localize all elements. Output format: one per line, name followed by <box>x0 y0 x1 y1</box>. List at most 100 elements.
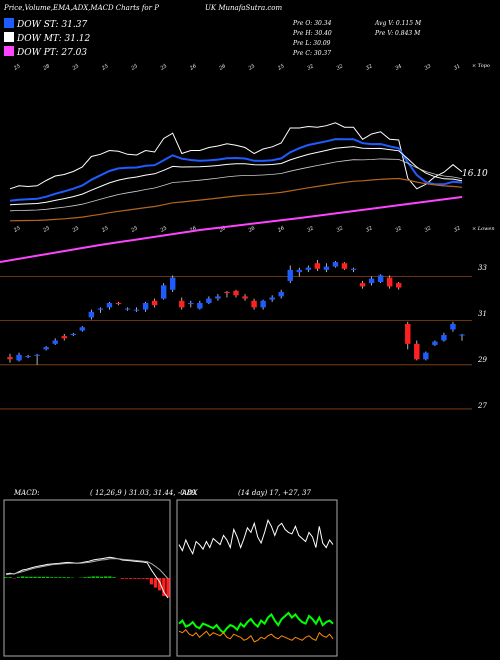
candle-body <box>25 355 31 357</box>
macd-label: MACD: <box>13 489 40 497</box>
candle-body <box>124 308 131 310</box>
volume-caption-bottom: × Lowen <box>472 226 495 232</box>
candle-body <box>287 269 293 281</box>
volume-label: 26 <box>217 63 227 72</box>
candle-body <box>305 267 312 270</box>
candle-body <box>197 302 203 309</box>
legend-mt-label: DOW MT: 31.12 <box>16 34 91 44</box>
quote-close: Pre C: 30.37 <box>292 50 331 57</box>
legend: DOW ST: 31.37 DOW MT: 31.12 DOW PT: 27.0… <box>4 18 91 58</box>
legend-swatch-pt <box>4 46 14 56</box>
volume-label: 26 <box>217 225 227 234</box>
ema-lines <box>0 122 463 263</box>
volume-label: 32 <box>365 63 374 71</box>
candle-body <box>52 340 58 344</box>
volume-label: 26 <box>188 63 198 72</box>
candle-body <box>296 269 302 273</box>
candle-body <box>215 296 221 299</box>
ema-brown-line <box>9 177 463 222</box>
price-axis-label: 29 <box>477 356 487 364</box>
candle-body <box>7 357 13 360</box>
volume-label: 26 <box>188 225 198 234</box>
volume-label: 25 <box>100 63 109 72</box>
macd-panel <box>3 499 171 657</box>
candle-body <box>34 354 40 356</box>
candle-body <box>133 309 140 311</box>
candle-body <box>106 302 113 308</box>
volume-label: 32 <box>306 63 315 71</box>
candle-body <box>350 268 357 270</box>
candle-body <box>188 302 194 305</box>
volume-label: 32 <box>453 225 462 233</box>
candle-body <box>405 323 411 344</box>
volume-label: 25 <box>41 225 50 234</box>
volume-label: 31 <box>453 63 462 71</box>
volume-label: 33 <box>424 63 433 71</box>
volume-label: 25 <box>100 225 109 234</box>
candle-body <box>160 285 167 299</box>
candle-body <box>359 283 366 287</box>
legend-swatch-st <box>4 18 14 28</box>
adx-series-line <box>178 628 334 643</box>
volume-label: 26 <box>247 225 257 234</box>
ema-short-line <box>9 138 463 202</box>
quote-box: Pre O: 30.34 Pre H: 30.40 Pre L: 30.09 P… <box>292 20 422 57</box>
candle-body <box>414 343 420 360</box>
price-axis-label: 31 <box>478 310 487 318</box>
quote-avg-volume: Avg V: 0.115 M <box>374 20 422 27</box>
candle-body <box>61 336 67 339</box>
candle-body <box>142 302 149 310</box>
macd-plot <box>4 556 170 599</box>
volume-label: 26 <box>276 225 286 234</box>
candle-body <box>314 263 321 269</box>
price-axis-label: 33 <box>478 264 487 272</box>
volume-label: 25 <box>247 63 256 72</box>
candle-body <box>269 297 275 300</box>
candle-body <box>170 277 176 290</box>
legend-swatch-mt <box>4 32 14 42</box>
candle-body <box>115 302 122 305</box>
volume-label: 25 <box>12 63 21 72</box>
adx-plot <box>178 518 334 643</box>
adx-series-line <box>178 518 334 556</box>
volume-label: 32 <box>424 225 433 233</box>
volume-label: 32 <box>365 225 374 233</box>
candle-body <box>260 300 266 308</box>
candle-body <box>423 352 429 360</box>
ema-long-line <box>0 196 463 263</box>
candle-body <box>432 341 438 345</box>
candle-body <box>278 291 284 297</box>
volume-labels-top: 25 28 25 25 25 25 26 26 25 25 32 32 32 34 33 31 <box>12 63 461 72</box>
volume-label: 34 <box>394 63 403 71</box>
volume-label: 32 <box>336 225 345 233</box>
volume-label: 25 <box>71 225 80 234</box>
price-axis-label: 27 <box>477 402 487 410</box>
candle-body <box>16 354 22 361</box>
candle-body <box>206 298 212 303</box>
quote-pre-volume: Pre V: 0.843 M <box>374 30 421 37</box>
adx-panel <box>176 499 338 657</box>
candle-body <box>377 275 384 283</box>
candle-body <box>386 277 393 287</box>
volume-label: 28 <box>41 63 50 72</box>
ema-mid-line <box>9 146 463 206</box>
ema-20-line <box>9 158 463 212</box>
candle-body <box>441 335 447 341</box>
candle-body <box>97 308 104 310</box>
candlesticks <box>7 259 465 365</box>
candle-body <box>323 266 330 270</box>
volume-label: 25 <box>129 225 138 234</box>
candle-body <box>341 263 348 269</box>
chart-title: Price,Volume,EMA,ADX,MACD Charts for P <box>3 4 159 12</box>
quote-open: Pre O: 30.34 <box>292 20 332 27</box>
volume-label: 25 <box>71 63 80 72</box>
volume-label: 25 <box>276 63 285 72</box>
volume-label: 25 <box>159 63 168 72</box>
candle-body <box>88 311 95 318</box>
quote-high: Pre H: 30.40 <box>292 30 332 37</box>
price-gridlines <box>0 276 472 410</box>
candle-body <box>251 300 257 308</box>
candle-body <box>224 291 230 294</box>
candle-body <box>242 296 248 299</box>
